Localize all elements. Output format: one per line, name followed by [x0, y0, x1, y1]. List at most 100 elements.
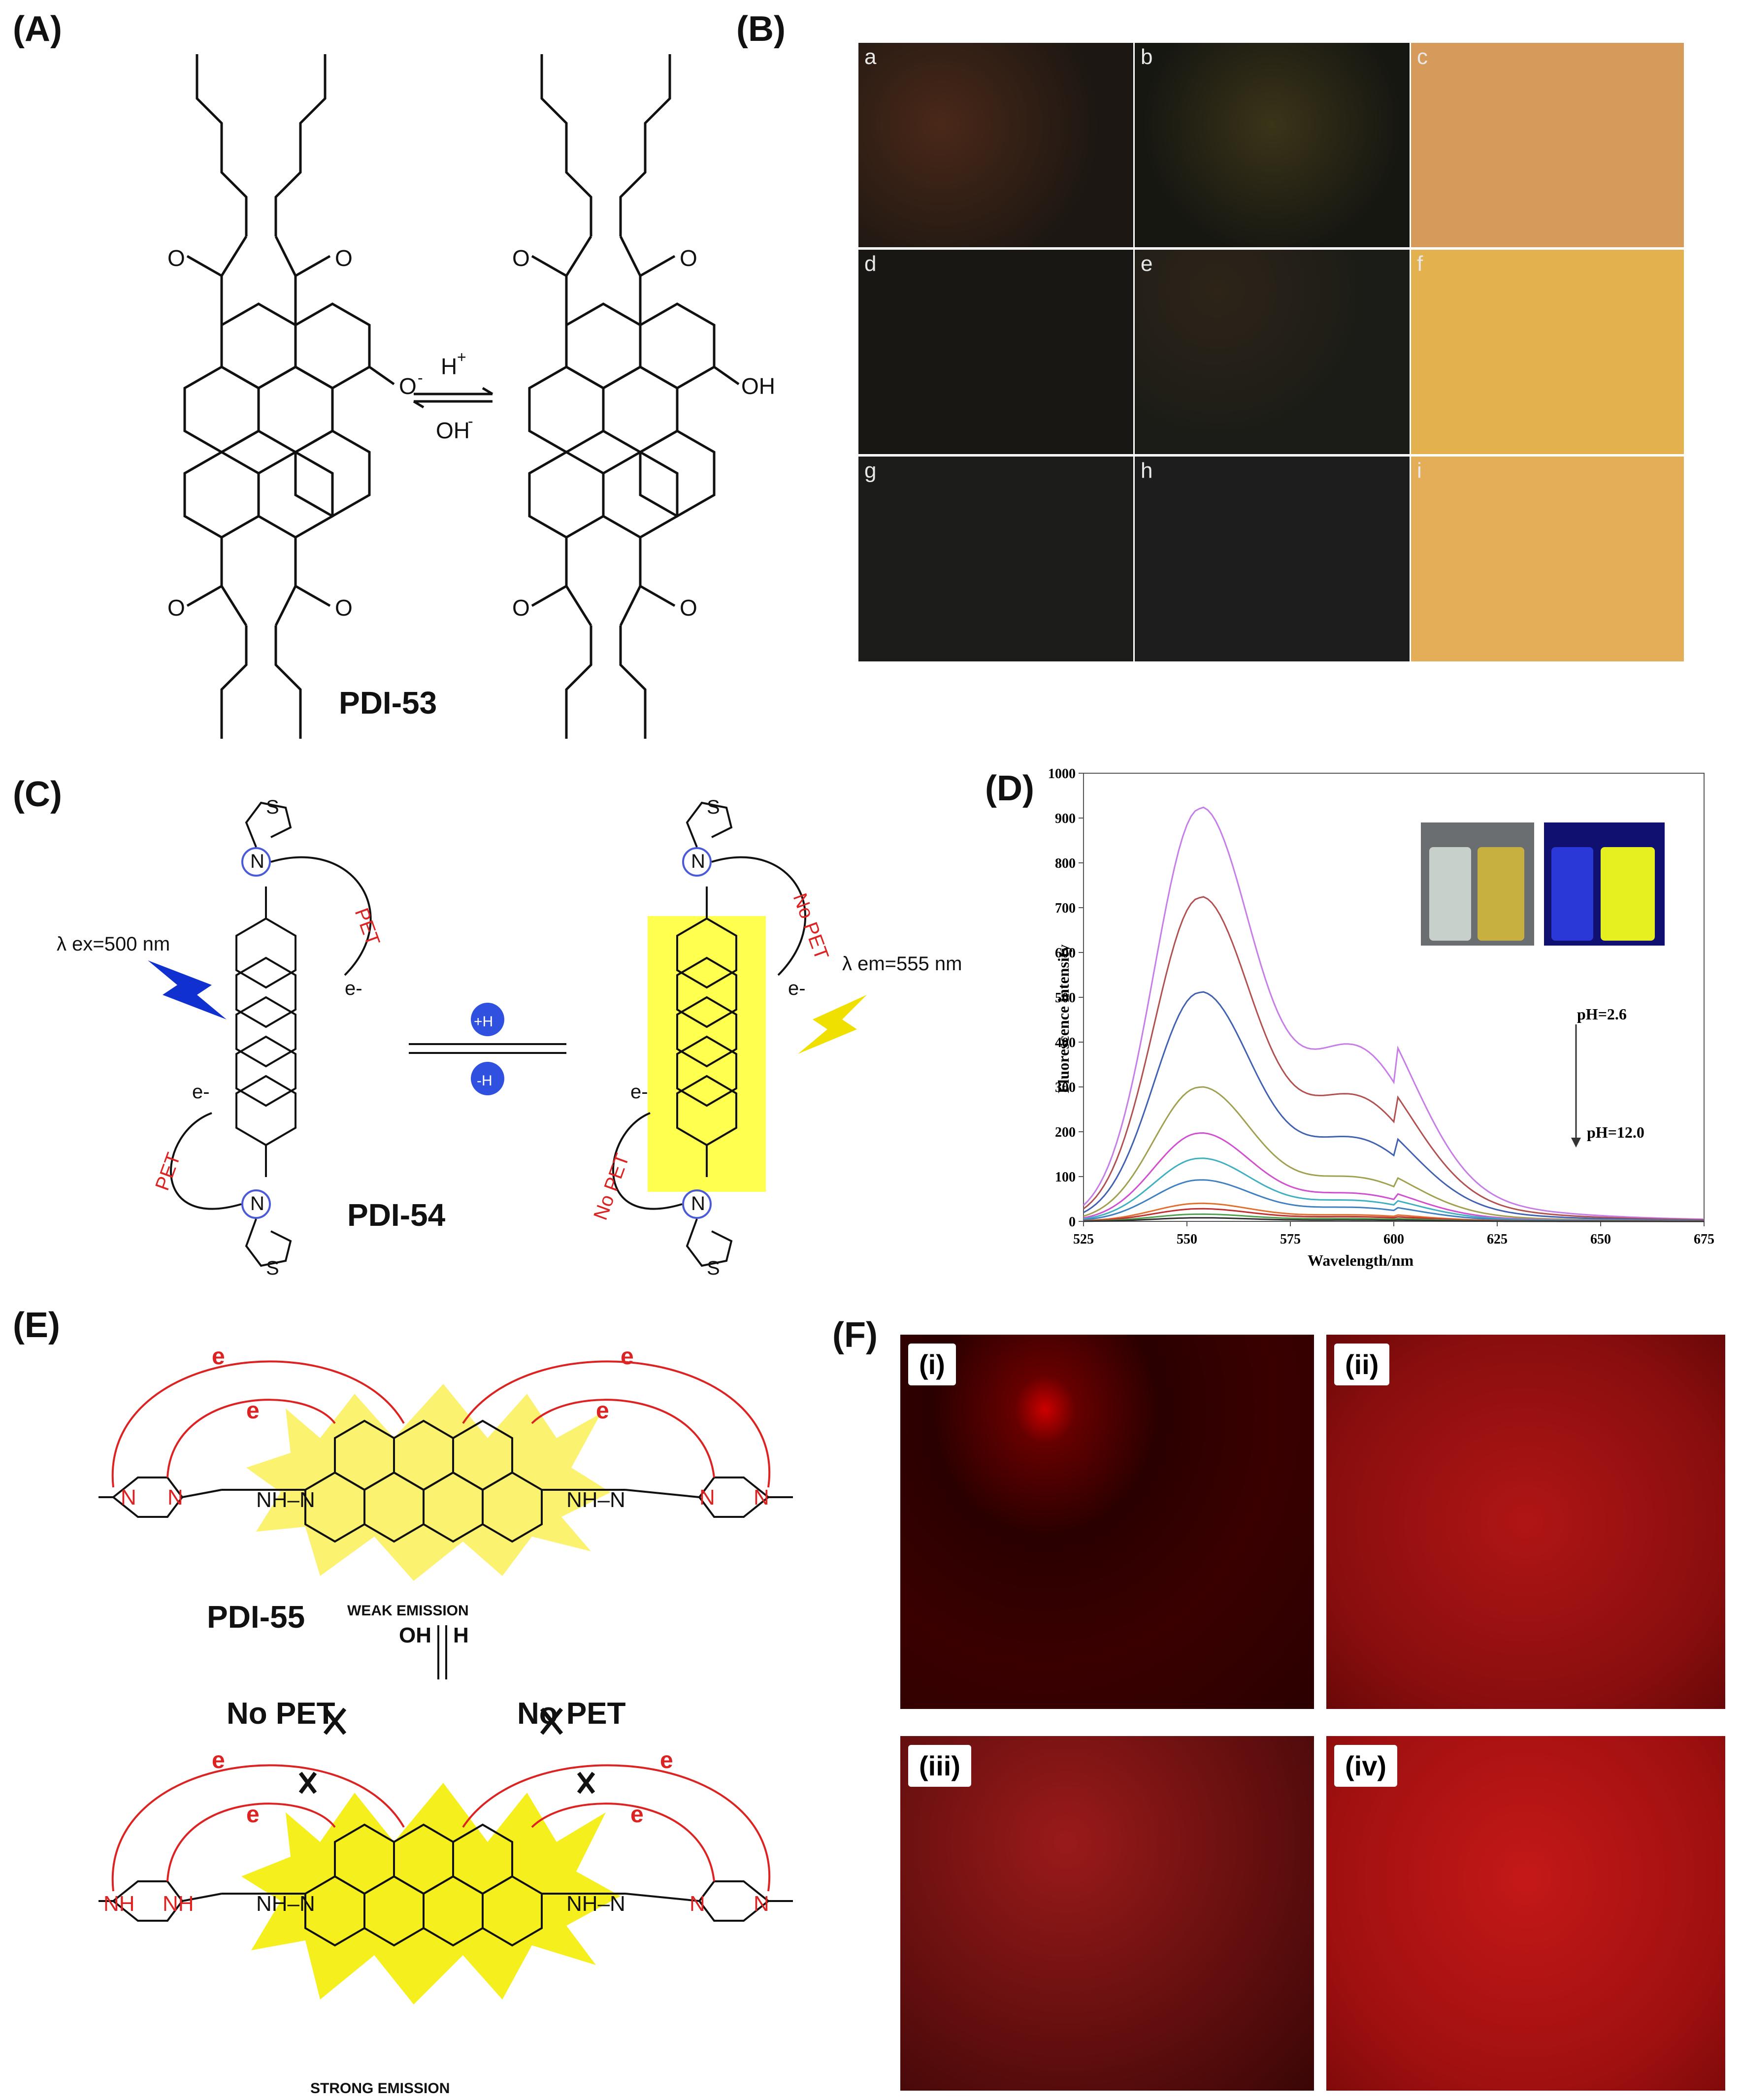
y-tick-label: 600: [1055, 946, 1076, 961]
series-line-6: [1083, 1157, 1704, 1222]
strong-emission-label: STRONG EMISSION: [310, 2080, 450, 2097]
svg-text:λ ex=500 nm: λ ex=500 nm: [57, 933, 170, 955]
series-line-5: [1083, 1132, 1704, 1222]
panel-a-letter: (A): [13, 9, 62, 49]
svg-text:N: N: [250, 1193, 264, 1214]
x-axis-label: Wavelength/nm: [1308, 1251, 1413, 1269]
svg-text:S: S: [707, 796, 720, 818]
svg-text:e-: e-: [345, 978, 362, 999]
svg-text:e: e: [246, 1802, 260, 1828]
pdi-55-label: PDI-55: [207, 1599, 305, 1635]
x-tick-label: 625: [1487, 1232, 1508, 1247]
y-tick-label: 400: [1055, 1035, 1076, 1050]
y-tick-label: 900: [1055, 811, 1076, 826]
y-tick-label: 0: [1069, 1214, 1076, 1230]
cell-image-i: (i): [900, 1335, 1314, 1709]
chart-axes: 525 550 575 600 625 650 675 0 100 200 300 400 500 600…: [1048, 766, 1714, 1247]
y-tick-label: 800: [1055, 856, 1076, 871]
svg-text:S: S: [266, 796, 279, 818]
svg-text:e: e: [596, 1398, 609, 1424]
svg-text:e: e: [621, 1344, 634, 1370]
ph-start-label: pH=2.6: [1577, 1005, 1627, 1023]
y-tick-label: 1000: [1048, 766, 1076, 782]
panel-b-letter: (B): [736, 9, 786, 49]
svg-text:+: +: [457, 348, 466, 366]
svg-text:NH–N: NH–N: [566, 1488, 625, 1512]
svg-text:e-: e-: [788, 978, 806, 999]
tile-d: d: [858, 250, 1133, 454]
svg-text:S: S: [266, 1257, 279, 1279]
svg-text:N: N: [754, 1485, 769, 1509]
svg-text:O: O: [335, 245, 353, 271]
y-tick-label: 200: [1055, 1125, 1076, 1140]
tile-a: a: [858, 43, 1133, 247]
svg-text:O: O: [399, 373, 417, 399]
x-tick-label: 675: [1694, 1232, 1714, 1247]
svg-text:O: O: [680, 245, 697, 271]
svg-text:+H: +H: [474, 1014, 493, 1030]
svg-text:N: N: [691, 1193, 705, 1214]
svg-text:NH–N: NH–N: [256, 1892, 315, 1916]
svg-text:O: O: [335, 595, 353, 621]
microscopy-grid: a b c d e f g h i: [858, 43, 1684, 661]
x-tick-label: 600: [1383, 1232, 1404, 1247]
svg-text:PET: PET: [351, 905, 384, 949]
svg-text:N: N: [690, 1892, 705, 1916]
svg-text:N: N: [121, 1485, 136, 1509]
svg-text:e: e: [212, 1747, 225, 1773]
panel-c-letter: (C): [13, 775, 62, 814]
cell-image-iii: (iii): [900, 1736, 1314, 2091]
x-tick-label: 575: [1280, 1232, 1301, 1247]
y-tick-label: 100: [1055, 1170, 1076, 1185]
svg-text:OH: OH: [741, 373, 775, 399]
svg-text:λ em=555 nm: λ em=555 nm: [842, 953, 962, 975]
svg-text:e: e: [212, 1344, 225, 1370]
tile-c: c: [1411, 43, 1684, 247]
pdi-54-scheme: λ ex=500 nm λ em=555 nm +H -H PET PET No…: [57, 796, 962, 1279]
tile-h: h: [1135, 457, 1410, 661]
svg-text:e: e: [630, 1802, 644, 1828]
fluorescence-chart: 525 550 575 600 625 650 675 0 100 200 300 400 500 600…: [1048, 766, 1714, 1269]
svg-text:N: N: [250, 851, 264, 872]
svg-text:O: O: [512, 595, 530, 621]
svg-text:No PET: No PET: [590, 1150, 633, 1223]
cell-image-ii: (ii): [1326, 1335, 1725, 1709]
x-tick-label: 525: [1073, 1232, 1094, 1247]
weak-emission-label: WEAK EMISSION: [347, 1603, 469, 1619]
svg-text:e: e: [246, 1398, 260, 1424]
tile-b: b: [1135, 43, 1410, 247]
svg-text:OH: OH: [399, 1623, 431, 1647]
svg-text:N: N: [691, 851, 705, 872]
series-line-2: [1083, 896, 1705, 1221]
y-tick-label: 300: [1055, 1080, 1076, 1095]
svg-text:N: N: [167, 1485, 183, 1509]
series-line-1: [1083, 806, 1705, 1220]
svg-text:-: -: [418, 369, 423, 387]
svg-text:-: -: [468, 412, 473, 430]
tile-g: g: [858, 457, 1133, 661]
svg-text:-H: -H: [477, 1073, 493, 1089]
panel-f-letter: (F): [832, 1315, 878, 1355]
svg-text:N: N: [699, 1485, 715, 1509]
pdi-55-scheme: e e e e e e e e NH–N NH–N NH–N NH–N NH N…: [99, 1344, 793, 2097]
svg-text:NH: NH: [103, 1892, 135, 1916]
tile-f: f: [1411, 250, 1684, 454]
svg-text:O: O: [680, 595, 697, 621]
panel-e-letter: (E): [13, 1306, 60, 1345]
cell-image-iv: (iv): [1326, 1736, 1725, 2091]
svg-text:O: O: [167, 595, 185, 621]
ph-end-label: pH=12.0: [1587, 1123, 1644, 1141]
svg-text:NH–N: NH–N: [566, 1892, 625, 1916]
svg-text:O: O: [167, 245, 185, 271]
y-tick-label: 500: [1055, 990, 1076, 1006]
x-tick-label: 550: [1177, 1232, 1197, 1247]
y-tick-label: 700: [1055, 901, 1076, 916]
svg-text:N: N: [754, 1892, 769, 1916]
svg-text:S: S: [707, 1257, 720, 1279]
svg-text:e-: e-: [630, 1081, 648, 1103]
series-line-11: [1083, 1217, 1704, 1222]
svg-text:OH: OH: [436, 418, 470, 443]
series-line-3: [1083, 991, 1705, 1221]
vial-photos: [1421, 822, 1665, 946]
pdi-54-label: PDI-54: [347, 1197, 446, 1233]
